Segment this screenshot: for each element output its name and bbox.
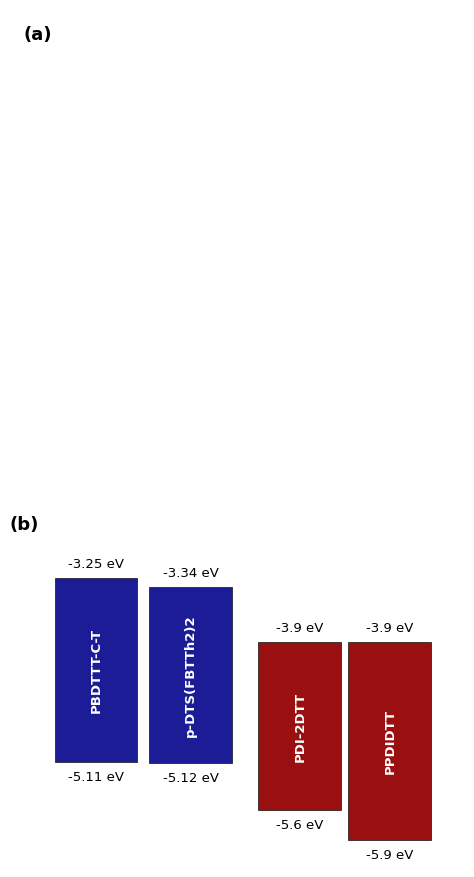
Text: -5.9 eV: -5.9 eV (366, 848, 413, 860)
Text: -5.11 eV: -5.11 eV (68, 770, 124, 783)
Text: -3.9 eV: -3.9 eV (276, 622, 323, 634)
Text: PPDIDTT: PPDIDTT (383, 709, 396, 774)
Bar (149, 588, 232, 763)
Text: (a): (a) (24, 25, 52, 44)
Text: -3.34 eV: -3.34 eV (163, 567, 219, 579)
Bar (348, 643, 431, 839)
Text: p-DTS(FBTTh2)2: p-DTS(FBTTh2)2 (184, 614, 197, 736)
Text: -3.25 eV: -3.25 eV (68, 557, 124, 570)
Text: PBDTTT-C-T: PBDTTT-C-T (90, 628, 102, 713)
Bar (55, 579, 137, 762)
Text: PDI-2DTT: PDI-2DTT (293, 691, 306, 761)
Text: -5.12 eV: -5.12 eV (163, 771, 219, 784)
Bar (258, 643, 341, 810)
Text: -3.9 eV: -3.9 eV (366, 622, 413, 634)
Text: -5.6 eV: -5.6 eV (276, 818, 323, 831)
Text: (b): (b) (9, 515, 39, 533)
